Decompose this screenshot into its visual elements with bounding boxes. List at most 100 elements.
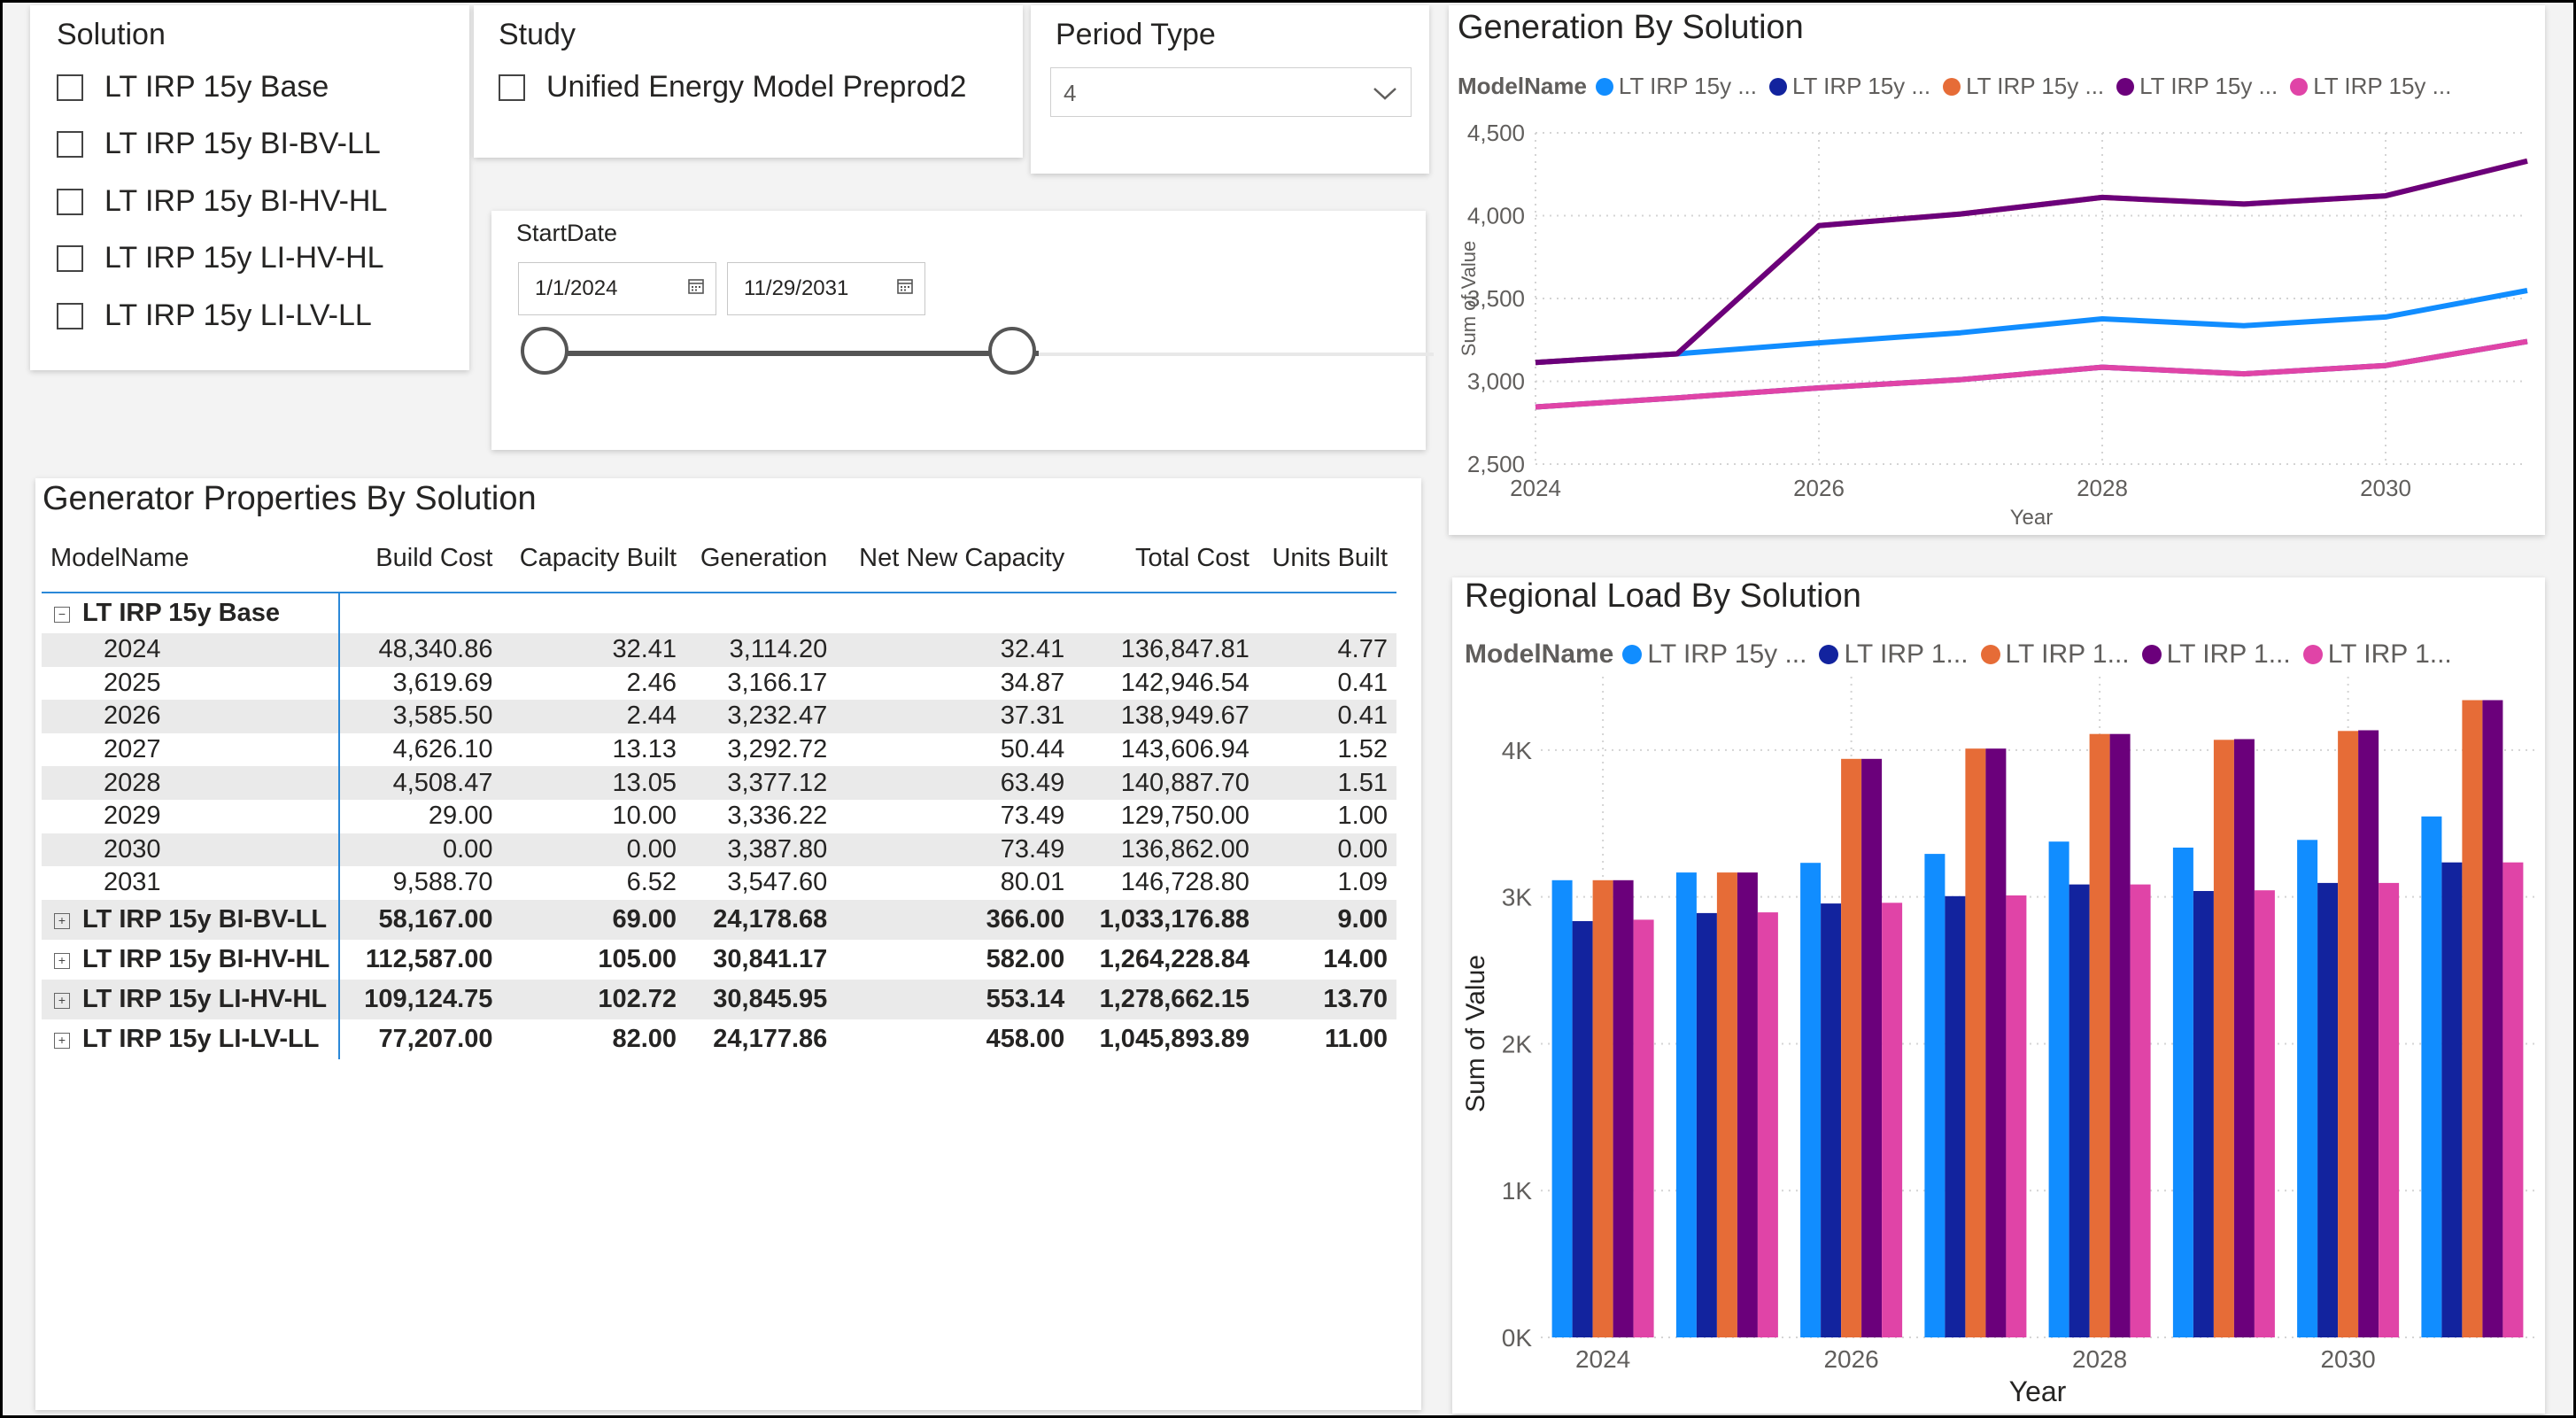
solution-slicer: Solution LT IRP 15y Base LT IRP 15y BI-B… bbox=[30, 5, 469, 370]
legend-item[interactable]: LT IRP 15y ... bbox=[2290, 73, 2451, 100]
expand-icon[interactable]: + bbox=[54, 912, 70, 929]
legend-label: LT IRP 15y ... bbox=[1966, 73, 2105, 99]
column-header[interactable]: Build Cost bbox=[375, 543, 493, 572]
column-header[interactable]: ModelName bbox=[50, 543, 190, 572]
series-line bbox=[1535, 288, 2528, 366]
year-row: 2028 4,508.47 13.05 3,377.12 63.49 140,887.70… bbox=[42, 766, 1396, 800]
column-header[interactable]: Units Built bbox=[1272, 543, 1388, 572]
column-header[interactable]: Generation bbox=[700, 543, 828, 572]
y-tick-label: 3K bbox=[1502, 884, 1533, 911]
expand-icon[interactable]: + bbox=[54, 992, 70, 1009]
end-date-input[interactable]: 11/29/2031 bbox=[727, 262, 925, 315]
calendar-icon[interactable] bbox=[896, 277, 914, 295]
slider-end-handle[interactable] bbox=[988, 327, 1036, 375]
bar bbox=[1924, 854, 1946, 1337]
bar bbox=[2441, 862, 2463, 1337]
period-type-dropdown[interactable]: 4 bbox=[1050, 67, 1412, 117]
legend-label: LT IRP 15y ... bbox=[1647, 639, 1807, 669]
solution-option[interactable]: LT IRP 15y LI-HV-HL bbox=[57, 241, 384, 275]
bar bbox=[1945, 895, 1966, 1337]
legend-item[interactable]: LT IRP 15y ... bbox=[1943, 73, 2104, 100]
column-header[interactable]: Capacity Built bbox=[519, 543, 677, 572]
legend-item[interactable]: LT IRP 15y ... bbox=[1595, 73, 1757, 100]
group-header[interactable]: + LT IRP 15y LI-LV-LL bbox=[42, 1019, 341, 1059]
bar bbox=[2213, 740, 2234, 1337]
legend-dot bbox=[1769, 77, 1787, 96]
solution-option[interactable]: LT IRP 15y Base bbox=[57, 70, 329, 105]
legend-item[interactable]: LT IRP 15y ... bbox=[1769, 73, 1930, 100]
group-row[interactable]: − LT IRP 15y Base bbox=[42, 593, 1396, 633]
group-header[interactable]: + LT IRP 15y BI-HV-HL bbox=[42, 939, 341, 980]
group-header[interactable]: − LT IRP 15y Base bbox=[42, 593, 341, 633]
bar bbox=[2193, 891, 2214, 1337]
expand-icon[interactable]: + bbox=[54, 1032, 70, 1049]
checkbox[interactable] bbox=[57, 302, 83, 329]
value-cell: 1.09 bbox=[1337, 868, 1388, 897]
solution-option-label: LT IRP 15y BI-BV-LL bbox=[104, 127, 381, 160]
legend-item[interactable]: LT IRP 1... bbox=[1819, 639, 1969, 670]
checkbox[interactable] bbox=[499, 74, 525, 101]
y-tick-label: 4,000 bbox=[1467, 203, 1525, 229]
x-tick-label: 2026 bbox=[1823, 1345, 1878, 1373]
solution-option[interactable]: LT IRP 15y BI-HV-HL bbox=[57, 184, 387, 219]
column-header[interactable]: Net New Capacity bbox=[859, 543, 1065, 572]
group-row[interactable]: + LT IRP 15y BI-HV-HL 112,587.00 105.00 30,8… bbox=[42, 939, 1396, 980]
column-header[interactable]: Total Cost bbox=[1135, 543, 1249, 572]
value-cell: 3,585.50 bbox=[339, 700, 502, 733]
slider-start-handle[interactable] bbox=[521, 327, 569, 375]
collapse-icon[interactable]: − bbox=[54, 607, 70, 623]
legend-item[interactable]: LT IRP 1... bbox=[2141, 639, 2291, 670]
study-option[interactable]: Unified Energy Model Preprod2 bbox=[499, 70, 966, 105]
chart-legend: ModelName LT IRP 15y ... LT IRP 15y ... … bbox=[1458, 73, 2464, 100]
expand-icon[interactable]: + bbox=[54, 952, 70, 969]
legend-label: LT IRP 1... bbox=[1844, 639, 1969, 669]
bar bbox=[1716, 872, 1737, 1337]
legend-item[interactable]: LT IRP 15y ... bbox=[1622, 639, 1806, 670]
value-cell: 13.13 bbox=[612, 735, 677, 764]
bar bbox=[2482, 700, 2503, 1337]
legend-dot bbox=[1943, 77, 1961, 96]
solution-option[interactable]: LT IRP 15y LI-LV-LL bbox=[57, 298, 372, 333]
group-row[interactable]: + LT IRP 15y LI-LV-LL 77,207.00 82.00 24,177… bbox=[42, 1019, 1396, 1059]
group-row[interactable]: + LT IRP 15y LI-HV-HL 109,124.75 102.72 30,8… bbox=[42, 979, 1396, 1019]
bar bbox=[1572, 921, 1593, 1337]
y-tick-label: 4,500 bbox=[1467, 120, 1525, 146]
year-row: 2029 29.00 10.00 3,336.22 73.49 129,750.00 1.0… bbox=[42, 799, 1396, 833]
solution-option[interactable]: LT IRP 15y BI-BV-LL bbox=[57, 127, 381, 161]
value-cell: 48,340.86 bbox=[339, 633, 502, 667]
checkbox[interactable] bbox=[57, 130, 83, 158]
checkbox[interactable] bbox=[57, 244, 83, 272]
legend-label: LT IRP 1... bbox=[2166, 639, 2291, 669]
value-cell: 1,045,893.89 bbox=[1099, 1024, 1249, 1053]
value-cell: 142,946.54 bbox=[1120, 668, 1249, 697]
group-header[interactable]: + LT IRP 15y LI-HV-HL bbox=[42, 979, 341, 1019]
value-cell: 29.00 bbox=[428, 802, 493, 831]
value-cell: 146,728.80 bbox=[1120, 868, 1249, 897]
value-cell: 582.00 bbox=[986, 944, 1065, 973]
x-tick-label: 2026 bbox=[1793, 475, 1845, 501]
group-header[interactable]: + LT IRP 15y BI-BV-LL bbox=[42, 899, 341, 940]
value-cell: 3,292.72 bbox=[727, 735, 828, 764]
checkbox[interactable] bbox=[57, 188, 83, 215]
bar bbox=[1696, 912, 1717, 1337]
series-line bbox=[1535, 338, 2528, 410]
value-cell: 0.00 bbox=[339, 833, 502, 867]
legend-item[interactable]: LT IRP 1... bbox=[2302, 639, 2452, 670]
value-cell: 24,177.86 bbox=[713, 1024, 828, 1053]
start-date-slicer: StartDate 1/1/2024 11/29/2031 bbox=[491, 211, 1434, 450]
value-cell: 9,588.70 bbox=[392, 868, 493, 897]
calendar-icon[interactable] bbox=[687, 277, 705, 295]
group-row[interactable]: + LT IRP 15y BI-BV-LL 58,167.00 69.00 24,178… bbox=[42, 899, 1396, 940]
x-tick-label: 2030 bbox=[2360, 475, 2411, 501]
legend-dot bbox=[2141, 645, 2162, 664]
legend-item[interactable]: LT IRP 15y ... bbox=[2116, 73, 2278, 100]
legend-label: LT IRP 15y ... bbox=[1792, 73, 1931, 99]
start-date-input[interactable]: 1/1/2024 bbox=[518, 262, 716, 315]
bar bbox=[2297, 840, 2318, 1337]
value-cell: 3,377.12 bbox=[685, 766, 837, 800]
checkbox[interactable] bbox=[57, 74, 83, 101]
legend-item[interactable]: LT IRP 1... bbox=[1980, 639, 2130, 670]
group-label: LT IRP 15y Base bbox=[82, 599, 280, 627]
value-cell: 1,033,176.88 bbox=[1073, 899, 1258, 940]
year-row: 2024 48,340.86 32.41 3,114.20 32.41 136,847.8… bbox=[42, 633, 1396, 667]
